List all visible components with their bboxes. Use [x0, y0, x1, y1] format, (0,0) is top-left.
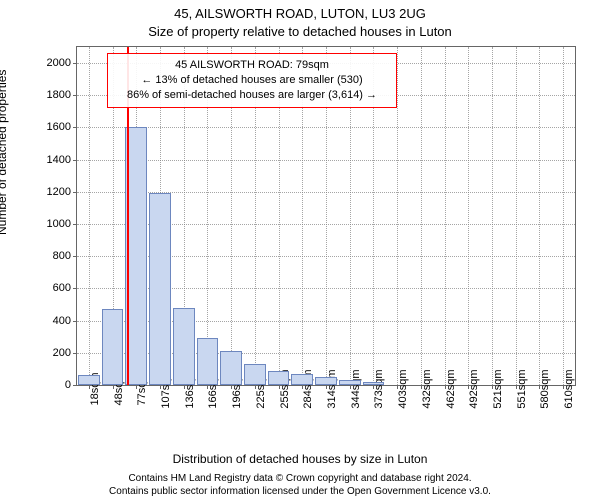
annotation-line-2: 86% of semi-detached houses are larger (… — [116, 88, 388, 103]
annotation-box: 45 AILSWORTH ROAD: 79sqm← 13% of detache… — [107, 53, 397, 108]
annotation-line-0: 45 AILSWORTH ROAD: 79sqm — [116, 58, 388, 73]
histogram-bar — [363, 382, 385, 385]
histogram-bar — [102, 309, 124, 385]
ytick-label: 1600 — [47, 121, 71, 133]
gridline-v — [492, 47, 493, 385]
ytick-mark — [73, 353, 77, 354]
footer-line2: Contains public sector information licen… — [0, 486, 600, 499]
histogram-bar — [173, 308, 195, 385]
annotation-line-1: ← 13% of detached houses are smaller (53… — [116, 73, 388, 88]
xtick-label: 521sqm — [492, 369, 504, 408]
ytick-label: 200 — [53, 347, 71, 359]
histogram-bar — [339, 380, 361, 385]
xtick-label: 373sqm — [373, 369, 385, 408]
ytick-label: 1800 — [47, 89, 71, 101]
xtick-label: 462sqm — [445, 369, 457, 408]
chart-title-line1: 45, AILSWORTH ROAD, LUTON, LU3 2UG — [0, 6, 600, 21]
xtick-label: 403sqm — [397, 369, 409, 408]
ytick-mark — [73, 288, 77, 289]
attribution-footer: Contains HM Land Registry data © Crown c… — [0, 473, 600, 498]
gridline-v — [445, 47, 446, 385]
ytick-mark — [73, 224, 77, 225]
ytick-label: 600 — [53, 282, 71, 294]
ytick-label: 1000 — [47, 218, 71, 230]
histogram-bar — [220, 351, 242, 385]
xtick-label: 492sqm — [468, 369, 480, 408]
ytick-label: 1200 — [47, 186, 71, 198]
ytick-mark — [73, 127, 77, 128]
x-axis-label: Distribution of detached houses by size … — [0, 452, 600, 466]
ytick-label: 0 — [65, 379, 71, 391]
ytick-mark — [73, 385, 77, 386]
xtick-label: 432sqm — [421, 369, 433, 408]
gridline-v — [89, 47, 90, 385]
page-root: 45, AILSWORTH ROAD, LUTON, LU3 2UG Size … — [0, 0, 600, 500]
ytick-mark — [73, 321, 77, 322]
ytick-mark — [73, 160, 77, 161]
histogram-bar — [244, 364, 266, 385]
xtick-label: 314sqm — [326, 369, 338, 408]
xtick-label: 344sqm — [350, 369, 362, 408]
gridline-v — [516, 47, 517, 385]
ytick-label: 800 — [53, 250, 71, 262]
ytick-mark — [73, 192, 77, 193]
histogram-bar — [315, 377, 337, 385]
histogram-bar — [197, 338, 219, 385]
gridline-v — [468, 47, 469, 385]
y-axis-label: Number of detached properties — [0, 70, 9, 235]
ytick-label: 400 — [53, 315, 71, 327]
gridline-v — [539, 47, 540, 385]
ytick-label: 1400 — [47, 154, 71, 166]
histogram-bar — [268, 371, 290, 385]
ytick-mark — [73, 63, 77, 64]
footer-line1: Contains HM Land Registry data © Crown c… — [0, 473, 600, 486]
xtick-label: 610sqm — [563, 369, 575, 408]
ytick-label: 2000 — [47, 57, 71, 69]
histogram-bar — [149, 193, 171, 385]
plot-area: 020040060080010001200140016001800200018s… — [76, 46, 576, 386]
xtick-label: 580sqm — [539, 369, 551, 408]
xtick-label: 551sqm — [516, 369, 528, 408]
chart-title-line2: Size of property relative to detached ho… — [0, 24, 600, 39]
ytick-mark — [73, 256, 77, 257]
gridline-v — [421, 47, 422, 385]
histogram-bar — [78, 375, 100, 385]
gridline-v — [563, 47, 564, 385]
histogram-bar — [291, 374, 313, 385]
gridline-v — [397, 47, 398, 385]
ytick-mark — [73, 95, 77, 96]
